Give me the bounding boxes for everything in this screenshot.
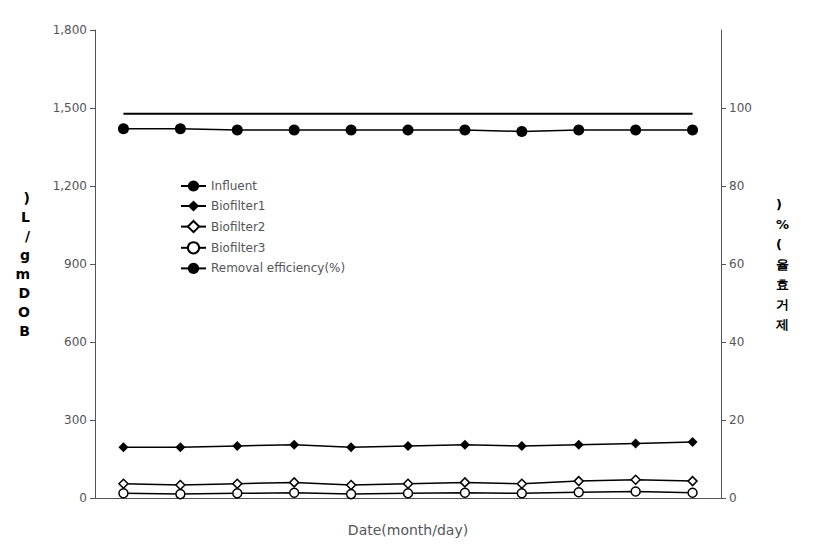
- svg-text:300: 300: [64, 413, 87, 427]
- svg-text:거: 거: [776, 297, 789, 312]
- svg-text:B: B: [19, 323, 30, 339]
- svg-text:(: (: [776, 237, 782, 252]
- svg-text:1,200: 1,200: [53, 179, 87, 193]
- svg-text:L: L: [21, 209, 30, 225]
- svg-text:O: O: [18, 304, 30, 320]
- svg-text:0: 0: [79, 491, 87, 505]
- svg-text:/: /: [25, 228, 31, 244]
- svg-text:Influent: Influent: [211, 179, 257, 193]
- svg-text:60: 60: [729, 257, 744, 271]
- svg-text:율: 율: [776, 257, 789, 272]
- svg-text:효: 효: [776, 277, 789, 292]
- svg-text:1,800: 1,800: [53, 23, 87, 37]
- svg-text:100: 100: [729, 101, 752, 115]
- svg-text:): ): [776, 197, 782, 212]
- svg-text:%: %: [776, 217, 789, 232]
- svg-text:g: g: [20, 247, 30, 263]
- svg-text:Removal efficiency(%): Removal efficiency(%): [211, 261, 345, 275]
- svg-text:m: m: [15, 266, 30, 282]
- svg-text:20: 20: [729, 413, 744, 427]
- svg-text:Biofilter2: Biofilter2: [211, 220, 265, 234]
- svg-text:Biofilter3: Biofilter3: [211, 241, 265, 255]
- svg-text:Biofilter1: Biofilter1: [211, 199, 265, 213]
- svg-text:Date(month/day): Date(month/day): [348, 522, 468, 538]
- svg-text:0: 0: [729, 491, 737, 505]
- svg-text:900: 900: [64, 257, 87, 271]
- svg-text:600: 600: [64, 335, 87, 349]
- svg-text:): ): [24, 190, 30, 206]
- svg-text:D: D: [18, 285, 30, 301]
- svg-text:제: 제: [775, 317, 789, 332]
- svg-text:80: 80: [729, 179, 744, 193]
- svg-text:1,500: 1,500: [53, 101, 87, 115]
- svg-text:40: 40: [729, 335, 744, 349]
